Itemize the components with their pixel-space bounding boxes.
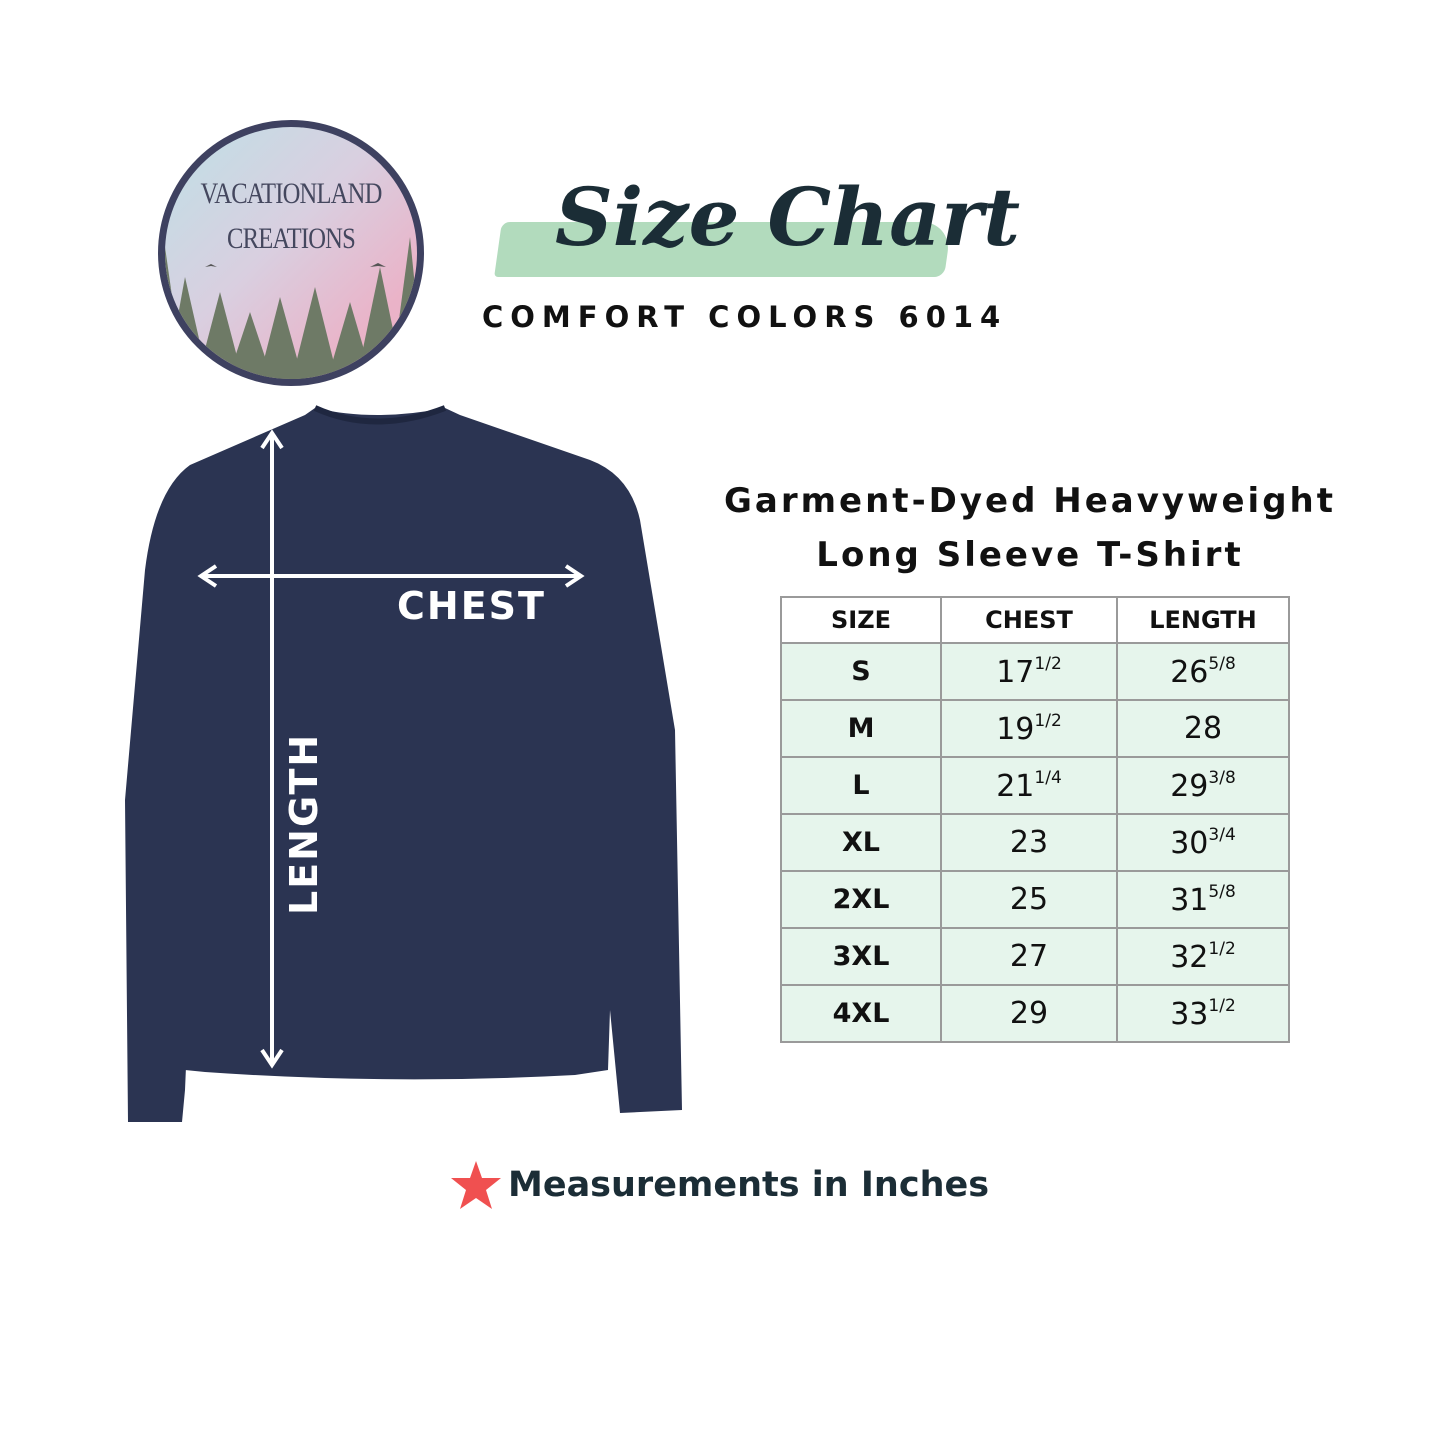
page-title: Size Chart [555, 170, 1021, 264]
table-row: S 171/2 265/8 [780, 642, 1290, 701]
cell-length: 293/8 [1116, 756, 1290, 815]
cell-length-fraction: 1/2 [1208, 995, 1236, 1016]
cell-chest: 23 [940, 813, 1118, 872]
product-model: COMFORT COLORS 6014 [482, 300, 1008, 334]
logo-line-1: VACATIONLAND [200, 177, 382, 210]
cell-chest-value: 21 [996, 768, 1035, 804]
cell-length: 315/8 [1116, 870, 1290, 929]
cell-size: 2XL [780, 870, 942, 929]
cell-size: XL [780, 813, 942, 872]
cell-chest-value: 17 [996, 654, 1035, 690]
product-name-line-2: Long Sleeve T-Shirt [816, 535, 1244, 575]
cell-length-value: 29 [1170, 768, 1209, 804]
cell-size-value: 3XL [832, 941, 890, 972]
cell-chest-value: 27 [1009, 939, 1049, 974]
chest-label: CHEST [397, 584, 546, 628]
cell-size-value: M [847, 713, 875, 744]
header-chest: CHEST [940, 596, 1118, 644]
cell-size-value: 4XL [832, 998, 890, 1029]
cell-length: 28 [1116, 699, 1290, 758]
cell-chest-value: 19 [996, 711, 1035, 747]
cell-length-fraction: 5/8 [1208, 653, 1236, 674]
table-row: 4XL 29 331/2 [780, 984, 1290, 1043]
cell-chest: 211/4 [940, 756, 1118, 815]
shirt-shape [125, 408, 682, 1122]
cell-length-value: 32 [1170, 939, 1209, 975]
logo-line-2: CREATIONS [227, 222, 356, 255]
cell-chest: 29 [940, 984, 1118, 1043]
cell-length-fraction: 1/2 [1208, 938, 1236, 959]
cell-length-value: 26 [1170, 654, 1209, 690]
cell-chest-value: 23 [1009, 825, 1049, 860]
product-name-line-1: Garment-Dyed Heavyweight [724, 481, 1336, 521]
cell-size: 3XL [780, 927, 942, 986]
cell-size: S [780, 642, 942, 701]
forest-icon [165, 237, 417, 379]
table-header: SIZE CHEST LENGTH [780, 596, 1290, 644]
cell-length-value: 33 [1170, 996, 1209, 1032]
measure-arrows [197, 429, 585, 1069]
size-table: SIZE CHEST LENGTH S 171/2 265/8 M 191/2 28 L 21… [780, 596, 1290, 1043]
cell-length-fraction: 5/8 [1208, 881, 1236, 902]
table-row: M 191/2 28 [780, 699, 1290, 758]
cell-chest-fraction: 1/2 [1034, 710, 1062, 731]
cell-chest-fraction: 1/4 [1034, 767, 1062, 788]
header-size: SIZE [780, 596, 942, 644]
cell-length: 321/2 [1116, 927, 1290, 986]
cell-length: 331/2 [1116, 984, 1290, 1043]
cell-size: L [780, 756, 942, 815]
cell-chest: 191/2 [940, 699, 1118, 758]
cell-chest: 171/2 [940, 642, 1118, 701]
cell-chest-value: 29 [1009, 996, 1049, 1031]
product-name: Garment-Dyed Heavyweight Long Sleeve T-S… [700, 474, 1360, 582]
brand-logo: VACATIONLAND CREATIONS [158, 120, 424, 386]
cell-size-value: S [851, 656, 871, 687]
measurement-note: Measurements in Inches [450, 1160, 989, 1210]
cell-size-value: L [852, 770, 870, 801]
cell-size-value: XL [841, 827, 881, 858]
header-length: LENGTH [1116, 596, 1290, 644]
table-row: 2XL 25 315/8 [780, 870, 1290, 929]
cell-size-value: 2XL [832, 884, 890, 915]
length-label: LENGTH [282, 732, 326, 915]
table-row: XL 23 303/4 [780, 813, 1290, 872]
table-row: L 211/4 293/8 [780, 756, 1290, 815]
cell-length-value: 30 [1170, 825, 1209, 861]
star-icon [451, 1161, 501, 1209]
cell-length: 303/4 [1116, 813, 1290, 872]
cell-chest-fraction: 1/2 [1034, 653, 1062, 674]
cell-chest: 25 [940, 870, 1118, 929]
cell-length-fraction: 3/8 [1208, 767, 1236, 788]
cell-chest-value: 25 [1009, 882, 1049, 917]
cell-size: M [780, 699, 942, 758]
cell-chest: 27 [940, 927, 1118, 986]
cell-length-value: 28 [1183, 711, 1223, 746]
cell-length: 265/8 [1116, 642, 1290, 701]
shirt-diagram [125, 405, 682, 1122]
cell-length-fraction: 3/4 [1208, 824, 1236, 845]
cell-size: 4XL [780, 984, 942, 1043]
table-row: 3XL 27 321/2 [780, 927, 1290, 986]
cell-length-value: 31 [1170, 882, 1209, 918]
note-text: Measurements in Inches [508, 1165, 990, 1205]
